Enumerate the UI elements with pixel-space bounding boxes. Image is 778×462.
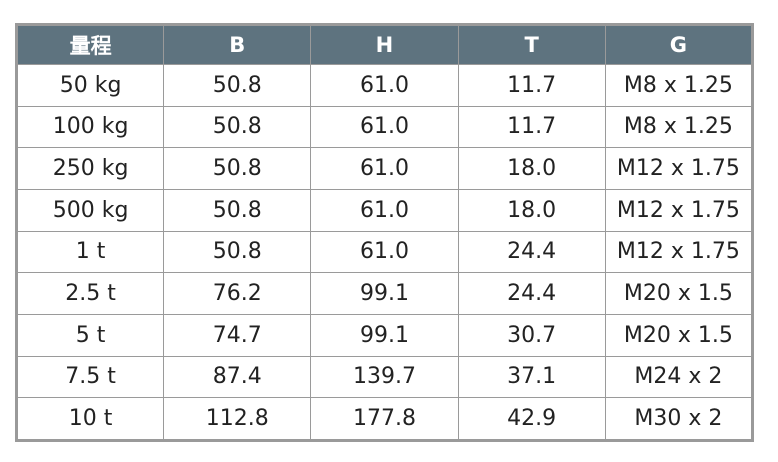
- table-cell: M20 x 1.5: [604, 313, 754, 357]
- table-cell: M20 x 1.5: [604, 272, 754, 315]
- table-cell: 18.0: [457, 147, 606, 190]
- table-row: 100 kg 50.8 61.0 11.7 M8 x 1.25: [15, 105, 754, 149]
- table-cell: 61.0: [310, 105, 459, 149]
- table-cell: 24.4: [457, 230, 606, 274]
- table-cell: M8 x 1.25: [604, 105, 754, 149]
- header-row: 量程 B H T G: [15, 24, 754, 65]
- header-cell: T: [457, 24, 606, 65]
- table-cell: 30.7: [457, 313, 606, 357]
- table-cell: 50.8: [163, 64, 312, 107]
- spec-table: 量程 B H T G 50 kg 50.8 61.0 11.7 M8 x 1.25 100 kg 5…: [15, 23, 754, 442]
- header-cell: 量程: [15, 24, 165, 65]
- table-cell: 99.1: [310, 313, 459, 357]
- table-cell: 11.7: [457, 105, 606, 149]
- table-header: 量程 B H T G: [15, 24, 754, 65]
- table-cell: 61.0: [310, 188, 459, 232]
- table-cell: 7.5 t: [15, 355, 165, 399]
- header-cell: B: [163, 24, 312, 65]
- table-cell: M8 x 1.25: [604, 64, 754, 107]
- table-cell: M12 x 1.75: [604, 147, 754, 190]
- table-cell: 61.0: [310, 64, 459, 107]
- table-cell: 87.4: [163, 355, 312, 399]
- table-cell: 61.0: [310, 147, 459, 190]
- table-row: 7.5 t 87.4 139.7 37.1 M24 x 2: [15, 355, 754, 399]
- table-cell: 500 kg: [15, 188, 165, 232]
- table-cell: M24 x 2: [604, 355, 754, 399]
- table-cell: 24.4: [457, 272, 606, 315]
- table-cell: 76.2: [163, 272, 312, 315]
- table-row: 5 t 74.7 99.1 30.7 M20 x 1.5: [15, 313, 754, 357]
- table-cell: 61.0: [310, 230, 459, 274]
- table-cell: 42.9: [457, 397, 606, 441]
- table-cell: 139.7: [310, 355, 459, 399]
- table-cell: M12 x 1.75: [604, 188, 754, 232]
- table-cell: 11.7: [457, 64, 606, 107]
- table-row: 50 kg 50.8 61.0 11.7 M8 x 1.25: [15, 64, 754, 107]
- table-row: 250 kg 50.8 61.0 18.0 M12 x 1.75: [15, 147, 754, 190]
- table-cell: 99.1: [310, 272, 459, 315]
- table-cell: 250 kg: [15, 147, 165, 190]
- table-cell: 37.1: [457, 355, 606, 399]
- table-cell: 10 t: [15, 397, 165, 441]
- table-cell: M12 x 1.75: [604, 230, 754, 274]
- table-cell: 50.8: [163, 147, 312, 190]
- table-cell: 50.8: [163, 188, 312, 232]
- header-cell: H: [310, 24, 459, 65]
- table-row: 500 kg 50.8 61.0 18.0 M12 x 1.75: [15, 188, 754, 232]
- table-row: 1 t 50.8 61.0 24.4 M12 x 1.75: [15, 230, 754, 274]
- table-cell: 50.8: [163, 230, 312, 274]
- table-row: 2.5 t 76.2 99.1 24.4 M20 x 1.5: [15, 272, 754, 315]
- table-cell: 2.5 t: [15, 272, 165, 315]
- table-cell: 177.8: [310, 397, 459, 441]
- table-cell: 50 kg: [15, 64, 165, 107]
- table-cell: 5 t: [15, 313, 165, 357]
- table-cell: 50.8: [163, 105, 312, 149]
- table-cell: 18.0: [457, 188, 606, 232]
- table-body: 50 kg 50.8 61.0 11.7 M8 x 1.25 100 kg 50.8 61.0…: [15, 64, 754, 441]
- table-cell: 1 t: [15, 230, 165, 274]
- table-cell: 74.7: [163, 313, 312, 357]
- table-cell: M30 x 2: [604, 397, 754, 441]
- header-cell: G: [604, 24, 754, 65]
- table-row: 10 t 112.8 177.8 42.9 M30 x 2: [15, 397, 754, 441]
- table-cell: 112.8: [163, 397, 312, 441]
- table-cell: 100 kg: [15, 105, 165, 149]
